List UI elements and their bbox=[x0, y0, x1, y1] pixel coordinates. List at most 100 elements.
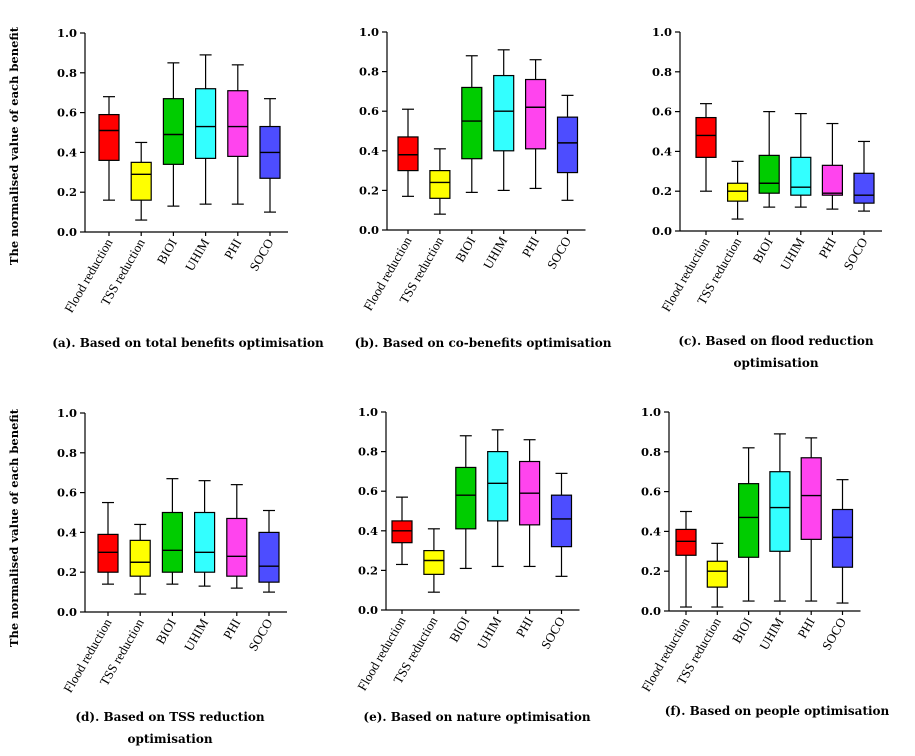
category-label: UHIM bbox=[182, 236, 213, 274]
panel-caption: (b). Based on co-benefits optimisation bbox=[355, 336, 612, 350]
y-tick-label: 0.2 bbox=[57, 185, 77, 199]
box-bioi bbox=[758, 154, 780, 194]
box-soco bbox=[831, 508, 854, 568]
panel-caption: (a). Based on total benefits optimisatio… bbox=[52, 336, 324, 350]
y-tick-label: 0.4 bbox=[57, 145, 77, 159]
panel-caption: optimisation bbox=[127, 732, 212, 746]
y-tick-label: 0.6 bbox=[358, 484, 378, 498]
box-bioi bbox=[461, 86, 483, 160]
category-label: SOCO bbox=[538, 614, 568, 652]
box-uhim bbox=[487, 451, 509, 522]
box-bioi bbox=[162, 98, 184, 165]
category-label: UHIM bbox=[474, 614, 505, 652]
y-tick-label: 0.8 bbox=[358, 445, 378, 459]
y-axis-label-bottom: The normalised value of each benefit bbox=[7, 408, 21, 647]
box-soco bbox=[556, 116, 579, 174]
box-uhim bbox=[790, 156, 812, 196]
y-tick-label: 0.6 bbox=[57, 486, 77, 500]
box-flood-reduction bbox=[675, 528, 697, 556]
category-label: PHI bbox=[519, 234, 542, 260]
box-flood-reduction bbox=[97, 533, 119, 573]
category-label: SOCO bbox=[245, 616, 275, 654]
category-label: BIOI bbox=[154, 236, 180, 267]
y-tick-label: 0.6 bbox=[359, 104, 379, 118]
box-bioi bbox=[737, 483, 760, 558]
category-label: UHIM bbox=[181, 616, 212, 654]
y-tick-label: 0.2 bbox=[652, 184, 672, 198]
y-tick-label: 0.2 bbox=[359, 183, 379, 197]
category-label: UHIM bbox=[777, 235, 808, 273]
panel-caption: (c). Based on flood reduction bbox=[678, 334, 874, 348]
category-label: PHI bbox=[221, 236, 244, 262]
box-soco bbox=[853, 172, 875, 204]
y-tick-label: 0.8 bbox=[641, 445, 661, 459]
box-tss-reduction bbox=[726, 182, 749, 202]
box-flood-reduction bbox=[695, 116, 717, 158]
box-uhim bbox=[195, 88, 217, 159]
y-tick-label: 0.6 bbox=[641, 485, 661, 499]
category-label: BIOI bbox=[153, 616, 179, 647]
y-tick-label: 0.0 bbox=[57, 605, 77, 619]
y-tick-label: 0.2 bbox=[358, 563, 378, 577]
box-bioi bbox=[455, 466, 477, 530]
category-label: SOCO bbox=[246, 236, 276, 274]
panel-caption: (f). Based on people optimisation bbox=[665, 704, 890, 718]
y-tick-label: 0.8 bbox=[57, 446, 77, 460]
y-tick-label: 0.8 bbox=[652, 65, 672, 79]
category-label: PHI bbox=[794, 615, 817, 641]
category-label: PHI bbox=[513, 614, 536, 640]
category-label: PHI bbox=[220, 616, 243, 642]
y-tick-label: 0.0 bbox=[358, 603, 378, 617]
y-tick-label: 1.0 bbox=[641, 405, 661, 419]
box-phi bbox=[226, 517, 248, 577]
box-tss-reduction bbox=[129, 539, 151, 577]
category-label: BIOI bbox=[452, 234, 478, 265]
category-label: SOCO bbox=[819, 615, 849, 653]
category-label: PHI bbox=[816, 235, 839, 261]
box-uhim bbox=[769, 471, 791, 552]
y-tick-label: 1.0 bbox=[358, 405, 378, 419]
panel-caption: (d). Based on TSS reduction bbox=[75, 710, 265, 724]
box-tss-reduction bbox=[429, 170, 451, 199]
category-label: UHIM bbox=[756, 615, 787, 653]
y-tick-label: 1.0 bbox=[57, 26, 77, 40]
box-tss-reduction bbox=[130, 161, 152, 201]
box-phi bbox=[800, 457, 822, 540]
y-tick-label: 0.0 bbox=[641, 604, 661, 618]
category-label: SOCO bbox=[544, 234, 574, 272]
category-label: SOCO bbox=[840, 235, 870, 273]
box-flood-reduction bbox=[391, 520, 413, 544]
y-tick-label: 0.2 bbox=[57, 565, 77, 579]
box-phi bbox=[227, 90, 249, 157]
box-phi bbox=[821, 164, 844, 196]
y-tick-label: 0.0 bbox=[57, 225, 77, 239]
y-tick-label: 0.8 bbox=[359, 65, 379, 79]
panel-caption: (e). Based on nature optimisation bbox=[363, 710, 590, 724]
box-tss-reduction bbox=[423, 549, 445, 575]
y-tick-label: 0.6 bbox=[57, 106, 77, 120]
y-tick-label: 0.4 bbox=[57, 525, 77, 539]
box-flood-reduction bbox=[397, 136, 419, 172]
y-tick-label: 0.4 bbox=[652, 144, 672, 158]
y-tick-label: 1.0 bbox=[652, 25, 672, 39]
box-flood-reduction bbox=[98, 113, 120, 161]
y-tick-label: 0.6 bbox=[652, 105, 672, 119]
box-soco bbox=[258, 531, 280, 583]
category-label: BIOI bbox=[729, 615, 755, 646]
box-tss-reduction bbox=[706, 560, 728, 588]
panel-caption: optimisation bbox=[733, 356, 818, 370]
y-tick-label: 0.0 bbox=[359, 223, 379, 237]
category-label: BIOI bbox=[749, 235, 775, 266]
y-axis-label-top: The normalised value of each benefit bbox=[7, 26, 21, 265]
y-tick-label: 1.0 bbox=[359, 25, 379, 39]
y-tick-label: 0.0 bbox=[652, 224, 672, 238]
box-uhim bbox=[493, 74, 515, 152]
box-soco bbox=[550, 494, 573, 548]
y-tick-label: 1.0 bbox=[57, 406, 77, 420]
